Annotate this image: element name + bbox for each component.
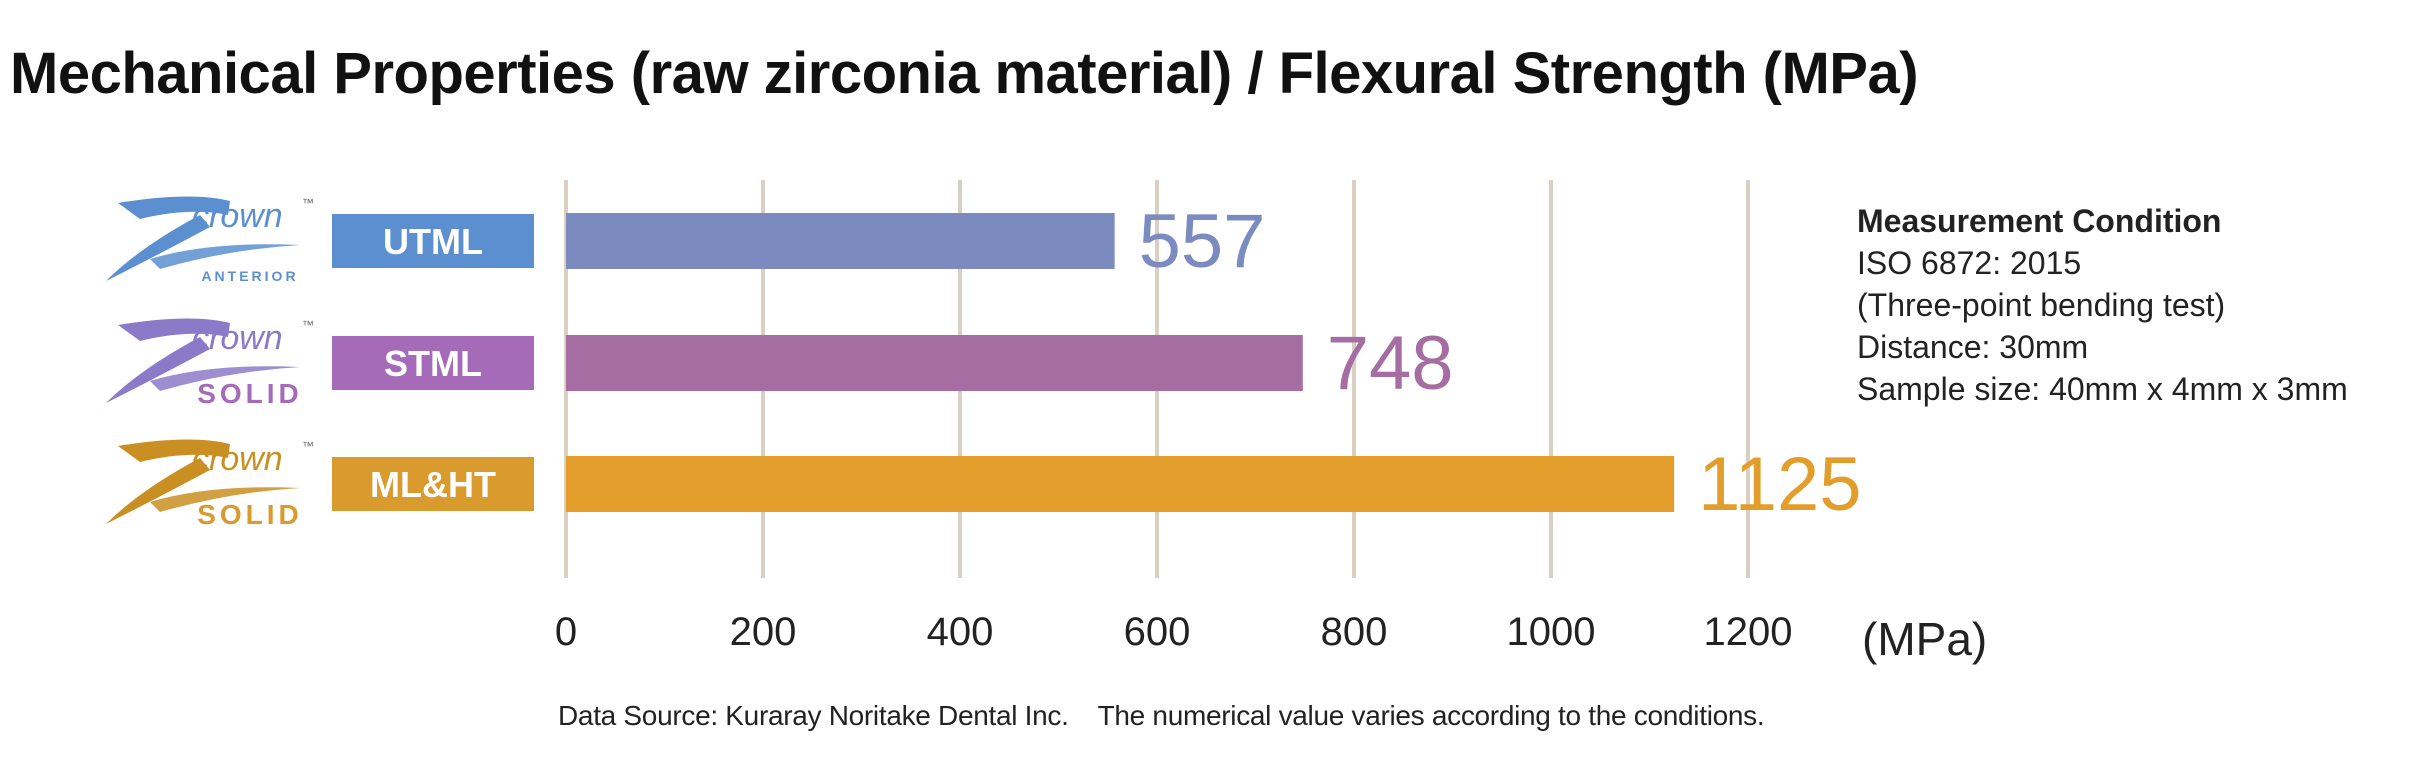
- x-tick-label: 600: [1124, 610, 1191, 654]
- x-tick-labels: 0 200 400 600 800 1000 1200: [555, 610, 1793, 654]
- logo-trademark: ™: [302, 318, 314, 332]
- logo-trademark: ™: [302, 196, 314, 210]
- measurement-condition-line: ISO 6872: 2015: [1857, 245, 2082, 281]
- logo-swoosh-bottom: [150, 487, 300, 512]
- brand-logo: crown ™ ANTERIOR: [106, 196, 314, 284]
- x-tick-label: 200: [730, 610, 797, 654]
- x-tick-label: 800: [1321, 610, 1388, 654]
- x-axis-title: (MPa): [1862, 613, 1987, 665]
- x-tick-label: 1000: [1507, 610, 1596, 654]
- category-label: ML&HT: [370, 464, 496, 505]
- logo-swoosh-top: [118, 196, 230, 219]
- category-label: STML: [384, 343, 482, 384]
- brand-logos: crown ™ ANTERIOR crown ™ SOLID crown ™ SOLID: [106, 196, 314, 530]
- logo-wordmark: crown: [192, 440, 283, 478]
- bars: [566, 213, 1675, 512]
- category-label-box: [332, 336, 534, 390]
- measurement-condition-panel: Measurement Condition ISO 6872: 2015 (Th…: [1857, 200, 2348, 410]
- logo-swoosh-diagonal: [106, 458, 210, 524]
- logo-swoosh-bottom: [150, 244, 300, 269]
- measurement-condition-line: (Three-point bending test): [1857, 287, 2226, 323]
- value-labels: 557 748 1125: [1139, 199, 1862, 527]
- logo-subline: SOLID: [197, 499, 303, 530]
- category-label: UTML: [383, 221, 483, 262]
- logo-swoosh-diagonal: [106, 215, 210, 281]
- logo-wordmark: crown: [192, 197, 283, 235]
- logo-swoosh-top: [118, 439, 230, 462]
- bar-value-label: 557: [1139, 199, 1266, 284]
- bar-value-label: 748: [1327, 321, 1454, 406]
- x-tick-label: 0: [555, 610, 577, 654]
- brand-logo: crown ™ SOLID: [106, 318, 314, 409]
- logo-wordmark: crown: [192, 319, 283, 357]
- measurement-condition-line: Distance: 30mm: [1857, 329, 2089, 365]
- bar: [566, 213, 1115, 269]
- logo-subline: ANTERIOR: [201, 268, 298, 284]
- bar: [566, 335, 1303, 391]
- brand-logo: crown ™ SOLID: [106, 439, 314, 530]
- page-title: Mechanical Properties (raw zirconia mate…: [10, 41, 1919, 106]
- bar: [566, 456, 1675, 512]
- measurement-condition-line: Sample size: 40mm x 4mm x 3mm: [1857, 371, 2348, 407]
- data-source-note: Data Source: Kuraray Noritake Dental Inc…: [558, 700, 1069, 731]
- logo-swoosh-top: [118, 318, 230, 341]
- x-tick-label: 1200: [1704, 610, 1793, 654]
- x-tick-label: 400: [927, 610, 994, 654]
- disclaimer-note: The numerical value varies according to …: [1097, 700, 1765, 731]
- category-label-box: [332, 457, 534, 511]
- logo-swoosh-diagonal: [106, 337, 210, 403]
- footnote: Data Source: Kuraray Noritake Dental Inc…: [558, 700, 1786, 732]
- logo-subline: SOLID: [197, 378, 303, 409]
- bar-value-label: 1125: [1698, 442, 1861, 527]
- logo-swoosh-bottom: [150, 366, 300, 391]
- logo-trademark: ™: [302, 439, 314, 453]
- measurement-condition-title: Measurement Condition: [1857, 203, 2222, 239]
- category-label-box: [332, 214, 534, 268]
- category-labels: UTML STML ML&HT: [332, 214, 534, 511]
